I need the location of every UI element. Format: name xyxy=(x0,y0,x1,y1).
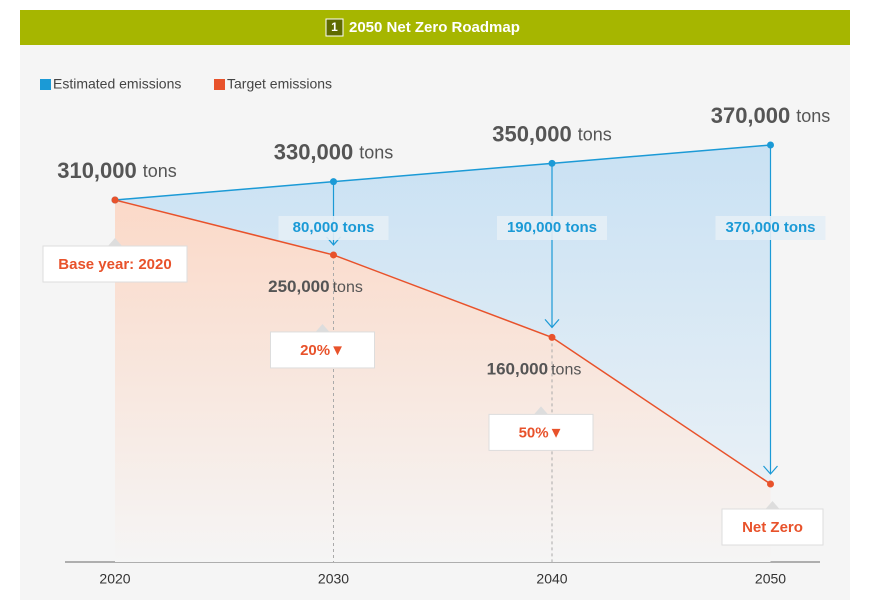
value-unit: tons xyxy=(578,124,612,144)
legend-swatch xyxy=(40,79,51,90)
value-number: 330,000 xyxy=(274,139,354,164)
point xyxy=(330,178,337,186)
arrow-head xyxy=(544,319,560,329)
reduction-label: 370,000 tons xyxy=(725,219,815,236)
callout-box xyxy=(270,331,375,369)
x-tick-label: 2030 xyxy=(318,571,349,587)
value-label: 310,000 tons xyxy=(57,158,177,183)
legend-label: Target emissions xyxy=(227,76,332,92)
value-label: 330,000 tons xyxy=(274,139,394,164)
value-label: 160,000 tons xyxy=(487,360,582,379)
rate-label: 50%▼ xyxy=(519,424,564,441)
net-zero-label: Net Zero xyxy=(742,519,803,536)
point xyxy=(330,251,337,259)
point xyxy=(767,141,774,149)
x-tick-label: 2040 xyxy=(536,571,567,587)
value-number: 310,000 xyxy=(57,158,137,183)
value-number: 160,000 xyxy=(487,360,548,379)
header-bar xyxy=(20,10,850,45)
section-number: 1 xyxy=(331,20,338,34)
callout-box xyxy=(488,413,594,451)
point xyxy=(111,196,119,204)
value-label: 370,000 tons xyxy=(711,103,831,128)
label-bg xyxy=(715,216,826,240)
label-bg xyxy=(278,216,389,240)
callout-pointer xyxy=(108,238,122,246)
title: 2050 Net Zero Roadmap xyxy=(349,19,520,36)
arrow-head xyxy=(763,465,778,475)
legend-swatch xyxy=(214,79,225,90)
section-badge xyxy=(325,18,344,37)
series-line xyxy=(114,199,771,485)
value-unit: tons xyxy=(796,106,830,126)
value-unit: tons xyxy=(359,142,393,162)
legend-label: Estimated emissions xyxy=(53,76,181,92)
value-number: 350,000 xyxy=(492,121,572,146)
value-label: 250,000 tons xyxy=(268,277,363,296)
callout-box xyxy=(42,245,188,283)
label-bg xyxy=(497,216,607,240)
value-unit: tons xyxy=(551,362,581,379)
target-area xyxy=(115,199,771,563)
base-label: Base year: 2020 xyxy=(58,256,171,273)
rate-label: 20%▼ xyxy=(300,342,345,359)
reduction-label: 80,000 tons xyxy=(293,219,375,236)
reduction-label: 190,000 tons xyxy=(507,219,597,236)
callout-pointer xyxy=(534,406,548,415)
value-unit: tons xyxy=(333,279,363,296)
x-tick-label: 2020 xyxy=(99,571,130,587)
callout-box xyxy=(721,508,824,546)
x-tick-label: 2050 xyxy=(755,571,786,587)
value-number: 250,000 xyxy=(268,277,329,296)
callout-pointer xyxy=(765,501,780,509)
point xyxy=(548,333,556,341)
point xyxy=(767,480,774,488)
plot: 2020 2030 2040 2050 80,000 tons 190,000 tons 3… xyxy=(42,103,831,587)
callout-pointer xyxy=(315,323,330,332)
series-line xyxy=(114,144,771,201)
value-label: 350,000 tons xyxy=(492,121,612,146)
point xyxy=(548,159,556,167)
value-number: 370,000 xyxy=(711,103,791,128)
value-unit: tons xyxy=(143,161,177,181)
